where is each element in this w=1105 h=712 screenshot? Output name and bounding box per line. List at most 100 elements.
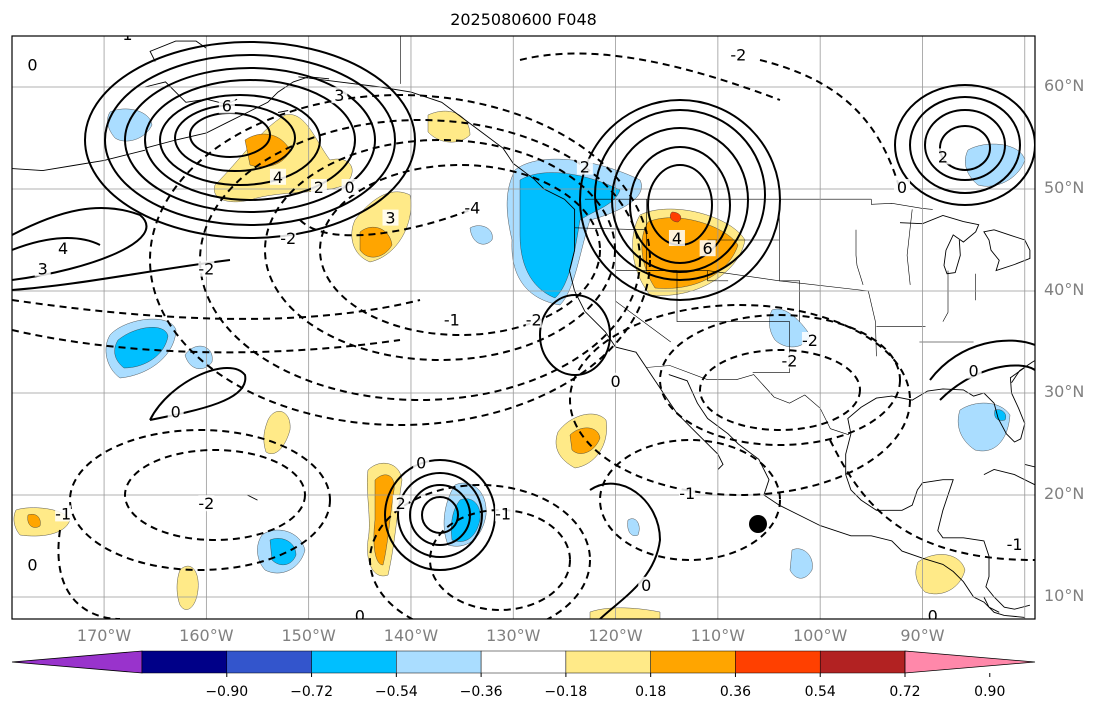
contour-label-bg xyxy=(607,372,624,389)
colorbar-swatch xyxy=(396,650,482,674)
political-border xyxy=(707,270,729,282)
height-contour-positive xyxy=(159,94,321,186)
height-contour-positive xyxy=(589,482,662,619)
height-contour-negative xyxy=(369,484,591,619)
contour-label: -1 xyxy=(444,311,460,330)
contour-label: 6 xyxy=(222,96,232,115)
height-contour-positive xyxy=(397,472,483,558)
contour-label: 0 xyxy=(27,555,37,574)
political-border xyxy=(906,209,913,285)
contour-label-bg xyxy=(341,179,358,195)
contour-label: 0 xyxy=(897,178,907,197)
contour-label-bg xyxy=(525,311,542,328)
contour-label: -2 xyxy=(802,331,818,350)
contour-label: 4 xyxy=(58,239,68,258)
contour-label: -1 xyxy=(679,484,695,503)
contour-label: -2 xyxy=(198,494,214,513)
contour-label: -1 xyxy=(117,25,133,44)
height-contour-negative xyxy=(12,329,401,354)
contour-label: -4 xyxy=(464,198,480,217)
coastline xyxy=(899,215,980,275)
anomaly-shade-region xyxy=(569,427,601,454)
contour-label-bg xyxy=(269,168,286,185)
anomaly-shade-region xyxy=(269,538,297,566)
longitude-label: 170°W xyxy=(76,626,132,645)
contour-label-bg xyxy=(576,158,593,175)
contour-label-bg xyxy=(1006,536,1023,552)
height-contour-positive xyxy=(384,459,496,571)
height-contour-negative xyxy=(149,94,651,426)
contour-label: -2 xyxy=(526,311,542,330)
anomaly-shade-region xyxy=(789,548,813,579)
anomaly-shade-region xyxy=(627,518,640,536)
height-contour-positive xyxy=(939,125,991,171)
longitude-label: 160°W xyxy=(179,626,234,645)
latitude-label: 40°N xyxy=(1044,280,1085,299)
height-contour-negative xyxy=(829,439,1035,561)
longitude-label: 140°W xyxy=(383,626,439,645)
latitude-label: 10°N xyxy=(1044,586,1085,605)
height-contour-positive xyxy=(84,41,416,239)
height-contour-positive xyxy=(124,67,376,213)
colorbar xyxy=(11,650,1036,677)
contour-label: 3 xyxy=(38,260,48,279)
contour-label: -1 xyxy=(1007,535,1023,554)
height-contour-positive xyxy=(924,109,1006,181)
contour-label-bg xyxy=(730,46,747,63)
height-contour-positive xyxy=(894,84,1035,206)
map-background xyxy=(12,36,1035,619)
colorbar-swatch xyxy=(311,650,397,674)
coastline xyxy=(1045,511,1060,513)
contour-label-bg xyxy=(801,332,818,348)
contour-label: -1 xyxy=(495,504,511,523)
longitude-label: 90°W xyxy=(900,626,945,645)
colorbar-swatch xyxy=(565,650,651,674)
height-contour-positive xyxy=(12,237,101,251)
contour-label-bg xyxy=(699,240,716,257)
longitude-label: 100°W xyxy=(792,626,848,645)
height-contour-negative xyxy=(429,509,571,611)
contour-label-bg xyxy=(413,454,430,471)
colorbar-swatch xyxy=(650,650,736,674)
contour-label: 6 xyxy=(703,239,713,258)
contour-label: 0 xyxy=(344,178,354,197)
height-contour-negative xyxy=(659,314,901,446)
coastline xyxy=(149,40,207,62)
height-contour-positive xyxy=(104,54,396,226)
colorbar-swatch xyxy=(226,650,312,674)
height-contour-negative xyxy=(759,59,901,191)
contour-label: 2 xyxy=(314,178,324,197)
latitude-label: 30°N xyxy=(1044,382,1085,401)
height-contour-positive xyxy=(149,366,247,421)
contour-label-bg xyxy=(331,87,348,104)
colorbar-tick-label: 0.18 xyxy=(635,684,667,700)
contour-label-bg xyxy=(24,56,41,73)
contour-label-bg xyxy=(781,352,798,369)
height-contour-negative xyxy=(319,164,601,336)
political-border xyxy=(870,199,933,210)
height-contour-negative xyxy=(519,52,781,101)
contour-label-bg xyxy=(392,495,409,512)
colorbar-tick-label: 0.54 xyxy=(804,684,836,700)
colorbar-tick-label: −0.72 xyxy=(290,684,333,700)
contour-label-bg xyxy=(218,97,235,114)
contour-label-bg xyxy=(34,260,51,277)
political-border xyxy=(855,229,864,285)
longitude-label: 120°W xyxy=(588,626,643,645)
anomaly-shade-region xyxy=(994,409,1006,421)
colorbar-swatch xyxy=(480,650,567,674)
political-border xyxy=(646,365,849,436)
political-border xyxy=(778,240,801,322)
colorbar-tick-label: 0.90 xyxy=(974,684,1006,700)
contour-label: 0 xyxy=(355,606,365,625)
anomaly-shading-layer xyxy=(13,108,1026,619)
graticule-layer xyxy=(12,36,1035,619)
political-border xyxy=(942,270,949,322)
contour-label-bg xyxy=(679,485,696,501)
contour-label: 0 xyxy=(928,606,938,625)
contour-label: -2 xyxy=(198,260,214,279)
longitude-label: 130°W xyxy=(486,626,541,645)
contour-label-bg xyxy=(464,199,481,216)
